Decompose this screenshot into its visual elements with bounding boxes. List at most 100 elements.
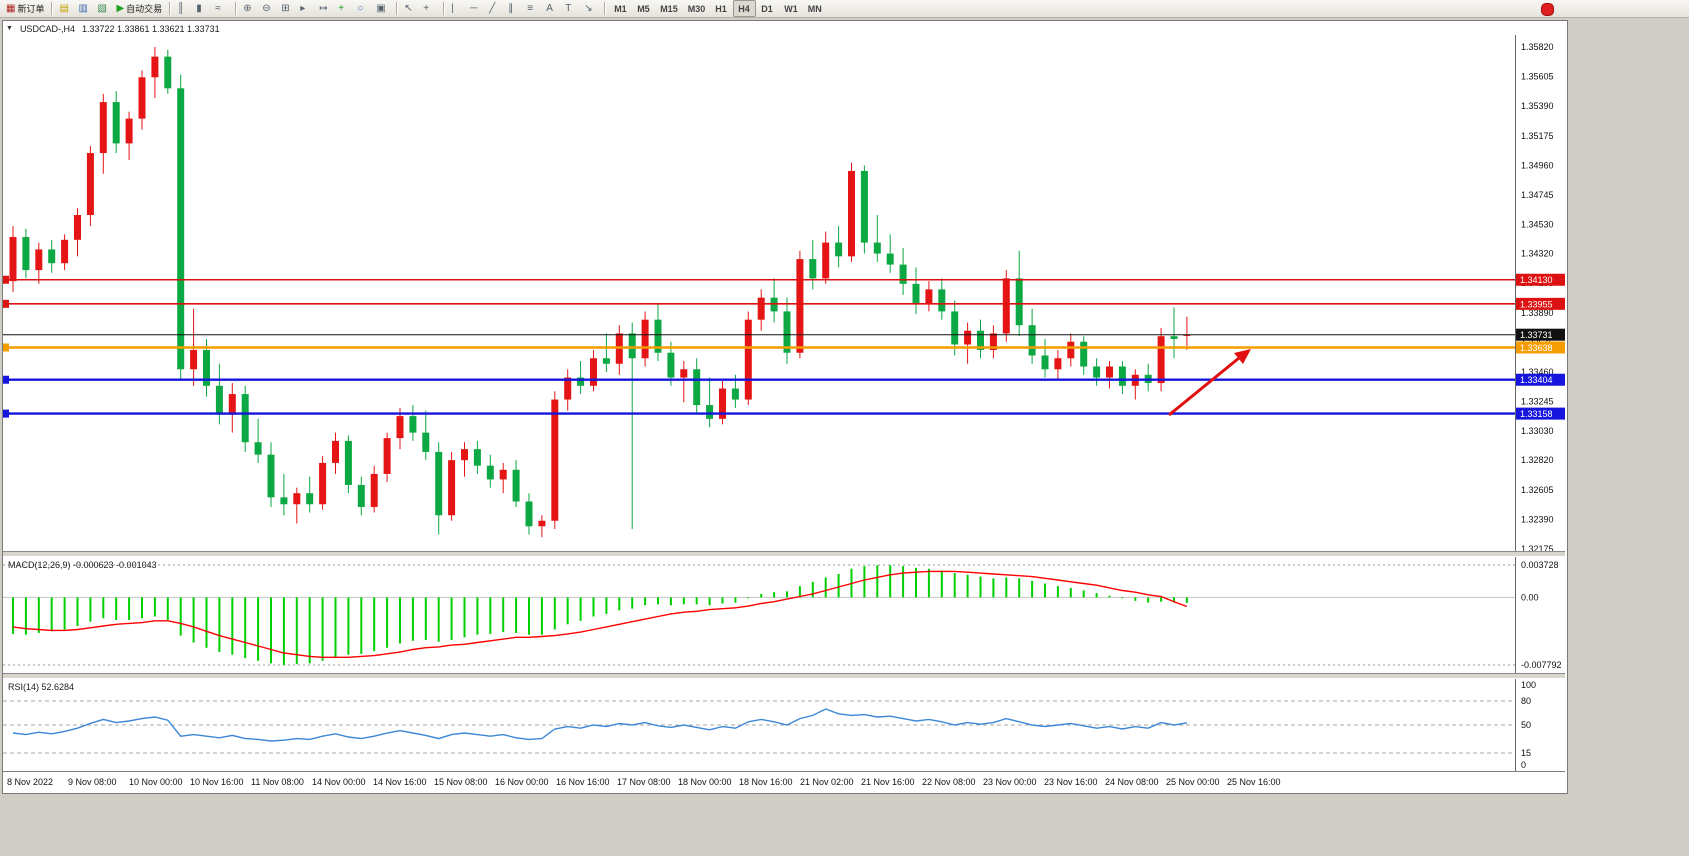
candle	[422, 432, 430, 452]
macd-axis-label: 0.003728	[1521, 560, 1559, 570]
market-watch-icon-glyph: ▤	[59, 2, 69, 14]
candle	[886, 253, 894, 265]
trend-arrow[interactable]	[1168, 349, 1251, 417]
price-tick-label: 1.32820	[1521, 455, 1554, 465]
zoom-in-icon[interactable]: ⊕	[240, 0, 259, 17]
pane-separator[interactable]	[3, 673, 1565, 679]
zoom-out-icon-glyph: ⊖	[262, 2, 271, 14]
tf-m30-button[interactable]: M30	[683, 0, 711, 17]
price-tick-label: 1.35175	[1521, 131, 1554, 141]
candle	[9, 237, 17, 282]
templates-icon[interactable]: ▣	[373, 0, 392, 17]
price-level-label	[1516, 328, 1565, 341]
autotrade-button[interactable]: ▶ 自动交易	[113, 0, 165, 17]
tf-d1-button[interactable]: D1	[756, 0, 779, 17]
tf-m5-button[interactable]: M5	[632, 0, 655, 17]
new-order-glyph: ▦	[6, 2, 16, 14]
candle-chart-icon[interactable]: ▮	[193, 0, 212, 17]
candle	[1054, 358, 1062, 370]
candle	[74, 215, 81, 240]
text-icon[interactable]: A	[543, 0, 562, 17]
time-axis-label: 23 Nov 16:00	[1044, 777, 1098, 787]
rsi-pane[interactable]: 100 80 50 15 0	[3, 679, 1565, 771]
macd-axis-label: -0.007792	[1521, 660, 1562, 670]
tf-m15-button-label: M15	[660, 3, 678, 14]
candle	[512, 469, 520, 502]
tf-h1-button[interactable]: H1	[710, 0, 733, 17]
candle	[809, 259, 817, 279]
crosshair-icon[interactable]: +	[420, 0, 439, 17]
macd-pane[interactable]: 0.003728 0.00 -0.007792	[3, 557, 1565, 673]
channel-icon[interactable]: ∥	[505, 0, 524, 17]
time-axis-label: 9 Nov 08:00	[68, 777, 117, 787]
candle	[409, 416, 417, 433]
navigator-icon[interactable]: ▧	[94, 0, 113, 17]
pane-separator[interactable]	[3, 551, 1565, 557]
tf-m15-button[interactable]: M15	[655, 0, 683, 17]
indicators-icon-glyph: +	[338, 2, 345, 14]
candle	[744, 319, 752, 400]
label-icon[interactable]: T	[562, 0, 581, 17]
trendline-icon[interactable]: ╱	[486, 0, 505, 17]
tf-w1-button[interactable]: W1	[779, 0, 803, 17]
candle	[1093, 366, 1101, 378]
level-edge-marker	[3, 299, 9, 308]
market-watch-icon[interactable]: ▤	[56, 0, 75, 17]
new-order-button[interactable]: ▦ 新订单	[3, 0, 47, 17]
toolbar-separator	[169, 2, 171, 15]
line-chart-icon[interactable]: ≈	[212, 0, 231, 17]
time-axis-label: 11 Nov 08:00	[251, 777, 304, 787]
candle	[783, 311, 791, 353]
data-window-icon[interactable]: ▥	[75, 0, 94, 17]
candle	[125, 118, 133, 144]
candle	[306, 493, 314, 505]
tf-m1-button-label: M1	[614, 3, 627, 14]
rsi-axis-label: 15	[1521, 748, 1531, 758]
time-axis-label: 22 Nov 08:00	[922, 777, 976, 787]
bar-chart-icon[interactable]: ║	[174, 0, 193, 17]
candle	[138, 77, 146, 119]
price-tick-label: 1.35390	[1521, 101, 1554, 111]
price-level-label	[1516, 273, 1565, 286]
price-tick-label: 1.34530	[1521, 220, 1554, 230]
chart-shift-icon[interactable]: ↦	[316, 0, 335, 17]
fibonacci-icon[interactable]: ≡	[524, 0, 543, 17]
main-chart-pane[interactable]: 1.35820 1.35605 1.35390 1.35175 1.34960 1.347…	[3, 35, 1565, 551]
candle	[267, 454, 275, 498]
vertical-line-icon[interactable]: |	[448, 0, 467, 17]
periods-icon[interactable]: ○	[354, 0, 373, 17]
candle	[964, 330, 972, 345]
candles[interactable]	[9, 47, 1191, 538]
tf-mn-button-label: MN	[807, 3, 822, 14]
alert-icon[interactable]	[1541, 3, 1554, 16]
candle	[1015, 278, 1023, 326]
tile-windows-icon[interactable]: ⊞	[278, 0, 297, 17]
candle	[1170, 336, 1178, 339]
candle	[899, 264, 907, 284]
tf-h4-button[interactable]: H4	[733, 0, 757, 17]
crosshair-icon-glyph: +	[423, 2, 430, 14]
shapes-icon[interactable]: ↘	[581, 0, 600, 17]
auto-scroll-icon[interactable]: ▸	[297, 0, 316, 17]
indicators-icon[interactable]: +	[335, 0, 354, 17]
horizontal-line-icon[interactable]: ─	[467, 0, 486, 17]
chart-ohlc-values: 1.33722 1.33861 1.33621 1.33731	[81, 23, 220, 34]
periods-icon-glyph: ○	[357, 2, 364, 14]
time-axis-label: 14 Nov 00:00	[312, 777, 366, 787]
chart-menu-icon[interactable]: ▼	[6, 25, 13, 32]
tf-m1-button[interactable]: M1	[609, 0, 632, 17]
time-axis-label: 18 Nov 00:00	[678, 777, 732, 787]
tf-mn-button[interactable]: MN	[803, 0, 827, 17]
candle	[228, 394, 236, 415]
candle	[86, 153, 94, 216]
bar-chart-icon-glyph: ║	[177, 2, 185, 14]
cursor-icon[interactable]: ↖	[401, 0, 420, 17]
price-level-label-text: 1.33731	[1520, 330, 1553, 340]
candle	[1106, 366, 1113, 378]
time-axis-label: 15 Nov 08:00	[434, 777, 488, 787]
macd-label: MACD(12,26,9) -0.000623 -0.001043	[8, 560, 157, 570]
zoom-out-icon[interactable]: ⊖	[259, 0, 278, 17]
candle	[203, 349, 210, 386]
price-tick-label: 1.32605	[1521, 485, 1554, 495]
candle	[706, 405, 714, 419]
